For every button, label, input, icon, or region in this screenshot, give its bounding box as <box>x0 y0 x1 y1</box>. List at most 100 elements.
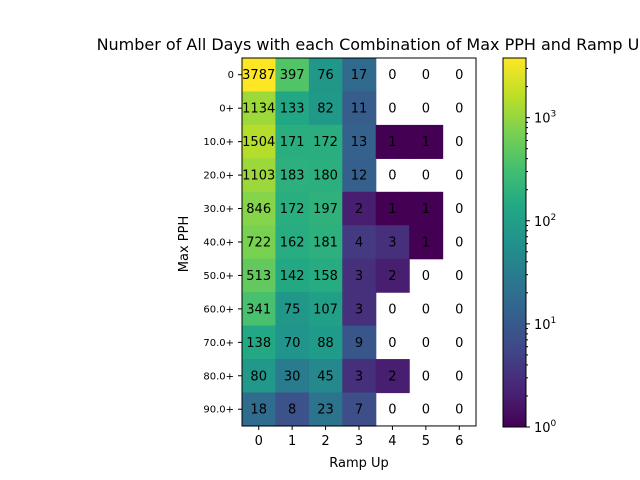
cell-value-label: 4 <box>355 235 363 250</box>
heatmap-cell <box>342 258 377 293</box>
heatmap-cell <box>275 191 310 226</box>
colorbar: 100 101 102 103 <box>502 57 557 436</box>
heatmap-cell <box>242 191 277 226</box>
cell-value-label: 0 <box>455 235 463 250</box>
y-tick-label: 20.0+ <box>203 171 234 182</box>
heatmap-cell <box>375 258 410 293</box>
y-axis-label: Max PPH <box>177 216 192 272</box>
cell-value-label: 1103 <box>242 169 275 184</box>
heatmap-cell <box>308 91 343 126</box>
cell-value-label: 3 <box>388 235 396 250</box>
cell-value-label: 1 <box>422 235 430 250</box>
y-tick-label: 70.0+ <box>203 338 234 349</box>
cell-value-label: 142 <box>280 269 305 284</box>
heatmap-cell <box>308 292 343 327</box>
y-tick-label: 80.0+ <box>203 371 234 382</box>
x-axis: 0 1 2 3 4 5 6 <box>255 425 463 449</box>
y-tick-label: 50.0+ <box>203 271 234 282</box>
cell-value-label: 80 <box>250 369 267 384</box>
cell-value-label: 172 <box>313 135 338 150</box>
cell-value-label: 9 <box>355 336 363 351</box>
heatmap-cell <box>275 225 310 260</box>
heatmap-cell <box>342 124 377 159</box>
heatmap-cell <box>375 225 410 260</box>
cell-value-label: 18 <box>250 403 267 418</box>
heatmap-cell <box>242 124 277 159</box>
cell-value-label: 88 <box>317 336 334 351</box>
heatmap-cell <box>308 158 343 193</box>
cell-value-label: 7 <box>355 403 363 418</box>
cell-value-label: 12 <box>351 169 368 184</box>
x-axis-label: Ramp Up <box>329 456 389 471</box>
heatmap-cell <box>308 124 343 159</box>
cell-value-label: 1 <box>422 202 430 217</box>
cell-value-label: 0 <box>455 269 463 284</box>
cell-value-label: 181 <box>313 235 338 250</box>
colorbar-tick-label: 103 <box>534 110 556 127</box>
y-tick-label: 10.0+ <box>203 137 234 148</box>
cell-value-label: 158 <box>313 269 338 284</box>
heatmap-cell <box>275 58 310 93</box>
heatmap-cell <box>375 191 410 226</box>
x-tick-label: 6 <box>455 434 463 449</box>
cell-value-label: 0 <box>455 202 463 217</box>
cell-value-label: 13 <box>351 135 368 150</box>
heatmap-cell <box>275 158 310 193</box>
heatmap-cell <box>242 91 277 126</box>
cell-value-label: 76 <box>317 68 334 83</box>
cell-value-label: 70 <box>284 336 301 351</box>
cell-value-label: 183 <box>280 169 305 184</box>
cell-value-label: 0 <box>388 302 396 317</box>
x-tick-label: 3 <box>355 434 363 449</box>
cell-value-label: 8 <box>288 403 296 418</box>
heatmap-cell <box>308 325 343 360</box>
cell-value-label: 1504 <box>242 135 275 150</box>
heatmap-cell <box>275 258 310 293</box>
cell-value-label: 17 <box>351 68 368 83</box>
colorbar-gradient <box>502 57 527 428</box>
cell-value-label: 0 <box>455 403 463 418</box>
cell-value-label: 1 <box>422 135 430 150</box>
y-tick-label: 60.0+ <box>203 304 234 315</box>
y-tick-label: 0+ <box>219 104 234 115</box>
cell-value-label: 0 <box>388 403 396 418</box>
y-tick-label: 30.0+ <box>203 204 234 215</box>
cell-value-label: 0 <box>455 169 463 184</box>
heatmap-cell <box>342 225 377 260</box>
chart-title: Number of All Days with each Combination… <box>97 35 640 54</box>
heatmap-cell <box>409 124 444 159</box>
colorbar-tick-label: 102 <box>534 213 556 230</box>
cell-value-label: 107 <box>313 302 338 317</box>
heatmap-cell <box>342 191 377 226</box>
heatmap-cell <box>242 225 277 260</box>
cell-value-label: 513 <box>246 269 271 284</box>
cell-value-label: 2 <box>355 202 363 217</box>
cell-value-label: 0 <box>422 336 430 351</box>
heatmap-cell <box>308 191 343 226</box>
cell-value-label: 1134 <box>242 102 275 117</box>
cell-value-label: 171 <box>280 135 305 150</box>
cell-value-label: 3 <box>355 269 363 284</box>
heatmap-cell <box>242 58 277 93</box>
heatmap-cell <box>275 91 310 126</box>
cell-value-label: 0 <box>422 102 430 117</box>
cell-value-label: 0 <box>422 68 430 83</box>
cell-value-label: 0 <box>422 169 430 184</box>
y-axis: 0 0+ 10.0+ 20.0+ 30.0+ 40.0+ 50.0+ 60.0+ 70.0+ 80… <box>203 70 242 416</box>
heatmap-cell <box>242 292 277 327</box>
cell-value-label: 180 <box>313 169 338 184</box>
heatmap-cell <box>308 58 343 93</box>
y-tick-label: 40.0+ <box>203 237 234 248</box>
cell-value-label: 0 <box>388 336 396 351</box>
heatmap-cell <box>342 292 377 327</box>
y-tick-label: 0 <box>228 70 234 81</box>
heatmap-cell <box>275 292 310 327</box>
colorbar-tick-label: 100 <box>534 419 557 436</box>
cell-value-label: 0 <box>455 302 463 317</box>
heatmap-cell <box>342 325 377 360</box>
heatmap-cell <box>409 191 444 226</box>
heatmap-cells <box>242 58 444 427</box>
cell-value-label: 0 <box>388 102 396 117</box>
x-tick-label: 1 <box>288 434 296 449</box>
